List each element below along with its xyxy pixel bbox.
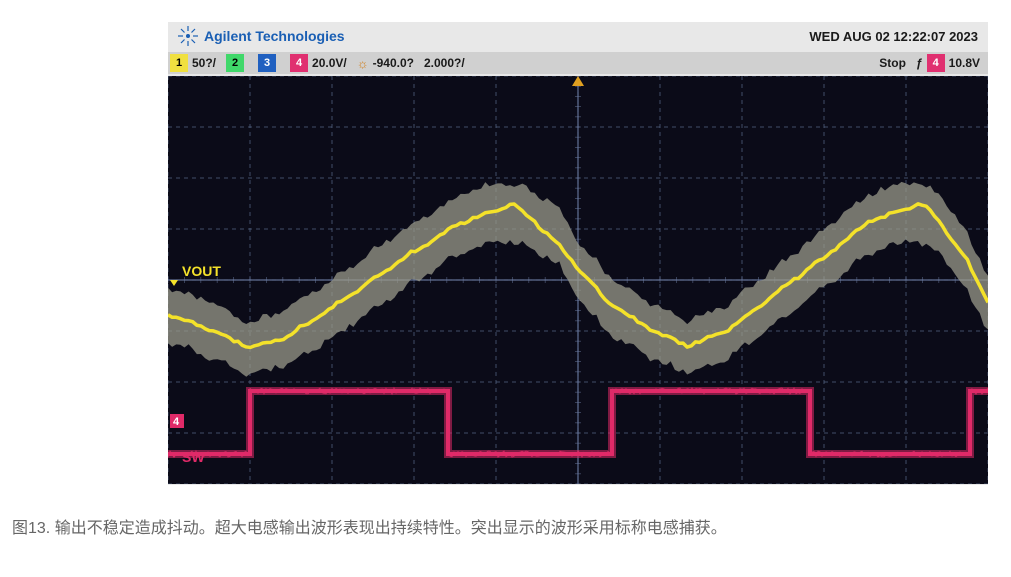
trigger-edge-icon: ƒ: [916, 56, 923, 70]
brand-text: Agilent Technologies: [204, 28, 345, 44]
offset: -940.0?: [373, 56, 414, 70]
brightness-icon: ☼: [357, 56, 369, 71]
svg-text:SW: SW: [182, 449, 205, 465]
ch2-badge: 2: [226, 54, 244, 72]
svg-text:VOUT: VOUT: [182, 263, 221, 279]
trigger-level: 10.8V: [949, 56, 980, 70]
trigger-ch-badge: 4: [927, 54, 945, 72]
scope-header: Agilent Technologies WED AUG 02 12:22:07…: [168, 22, 988, 50]
svg-text:4: 4: [173, 416, 180, 428]
scope-screen: VOUT SW 4: [168, 76, 988, 484]
ch3-badge: 3: [258, 54, 276, 72]
run-mode: Stop: [879, 56, 906, 70]
ch4-badge: 4: [290, 54, 308, 72]
time-div: 2.000?/: [424, 56, 465, 70]
oscilloscope-container: Agilent Technologies WED AUG 02 12:22:07…: [168, 22, 988, 485]
scope-plot: VOUT SW 4: [168, 76, 988, 484]
ch1-div: 50?/: [192, 56, 216, 70]
settings-bar: 1 50?/ 2 3 4 20.0V/ ☼ -940.0? 2.000?/ St…: [168, 52, 988, 74]
figure-caption: 图13. 输出不稳定造成抖动。超大电感输出波形表现出持续特性。突出显示的波形采用…: [12, 516, 992, 542]
ch4-div: 20.0V/: [312, 56, 347, 70]
agilent-logo-icon: [178, 26, 198, 46]
timestamp: WED AUG 02 12:22:07 2023: [809, 29, 978, 44]
ch1-badge: 1: [170, 54, 188, 72]
brand-wrap: Agilent Technologies: [178, 26, 345, 46]
